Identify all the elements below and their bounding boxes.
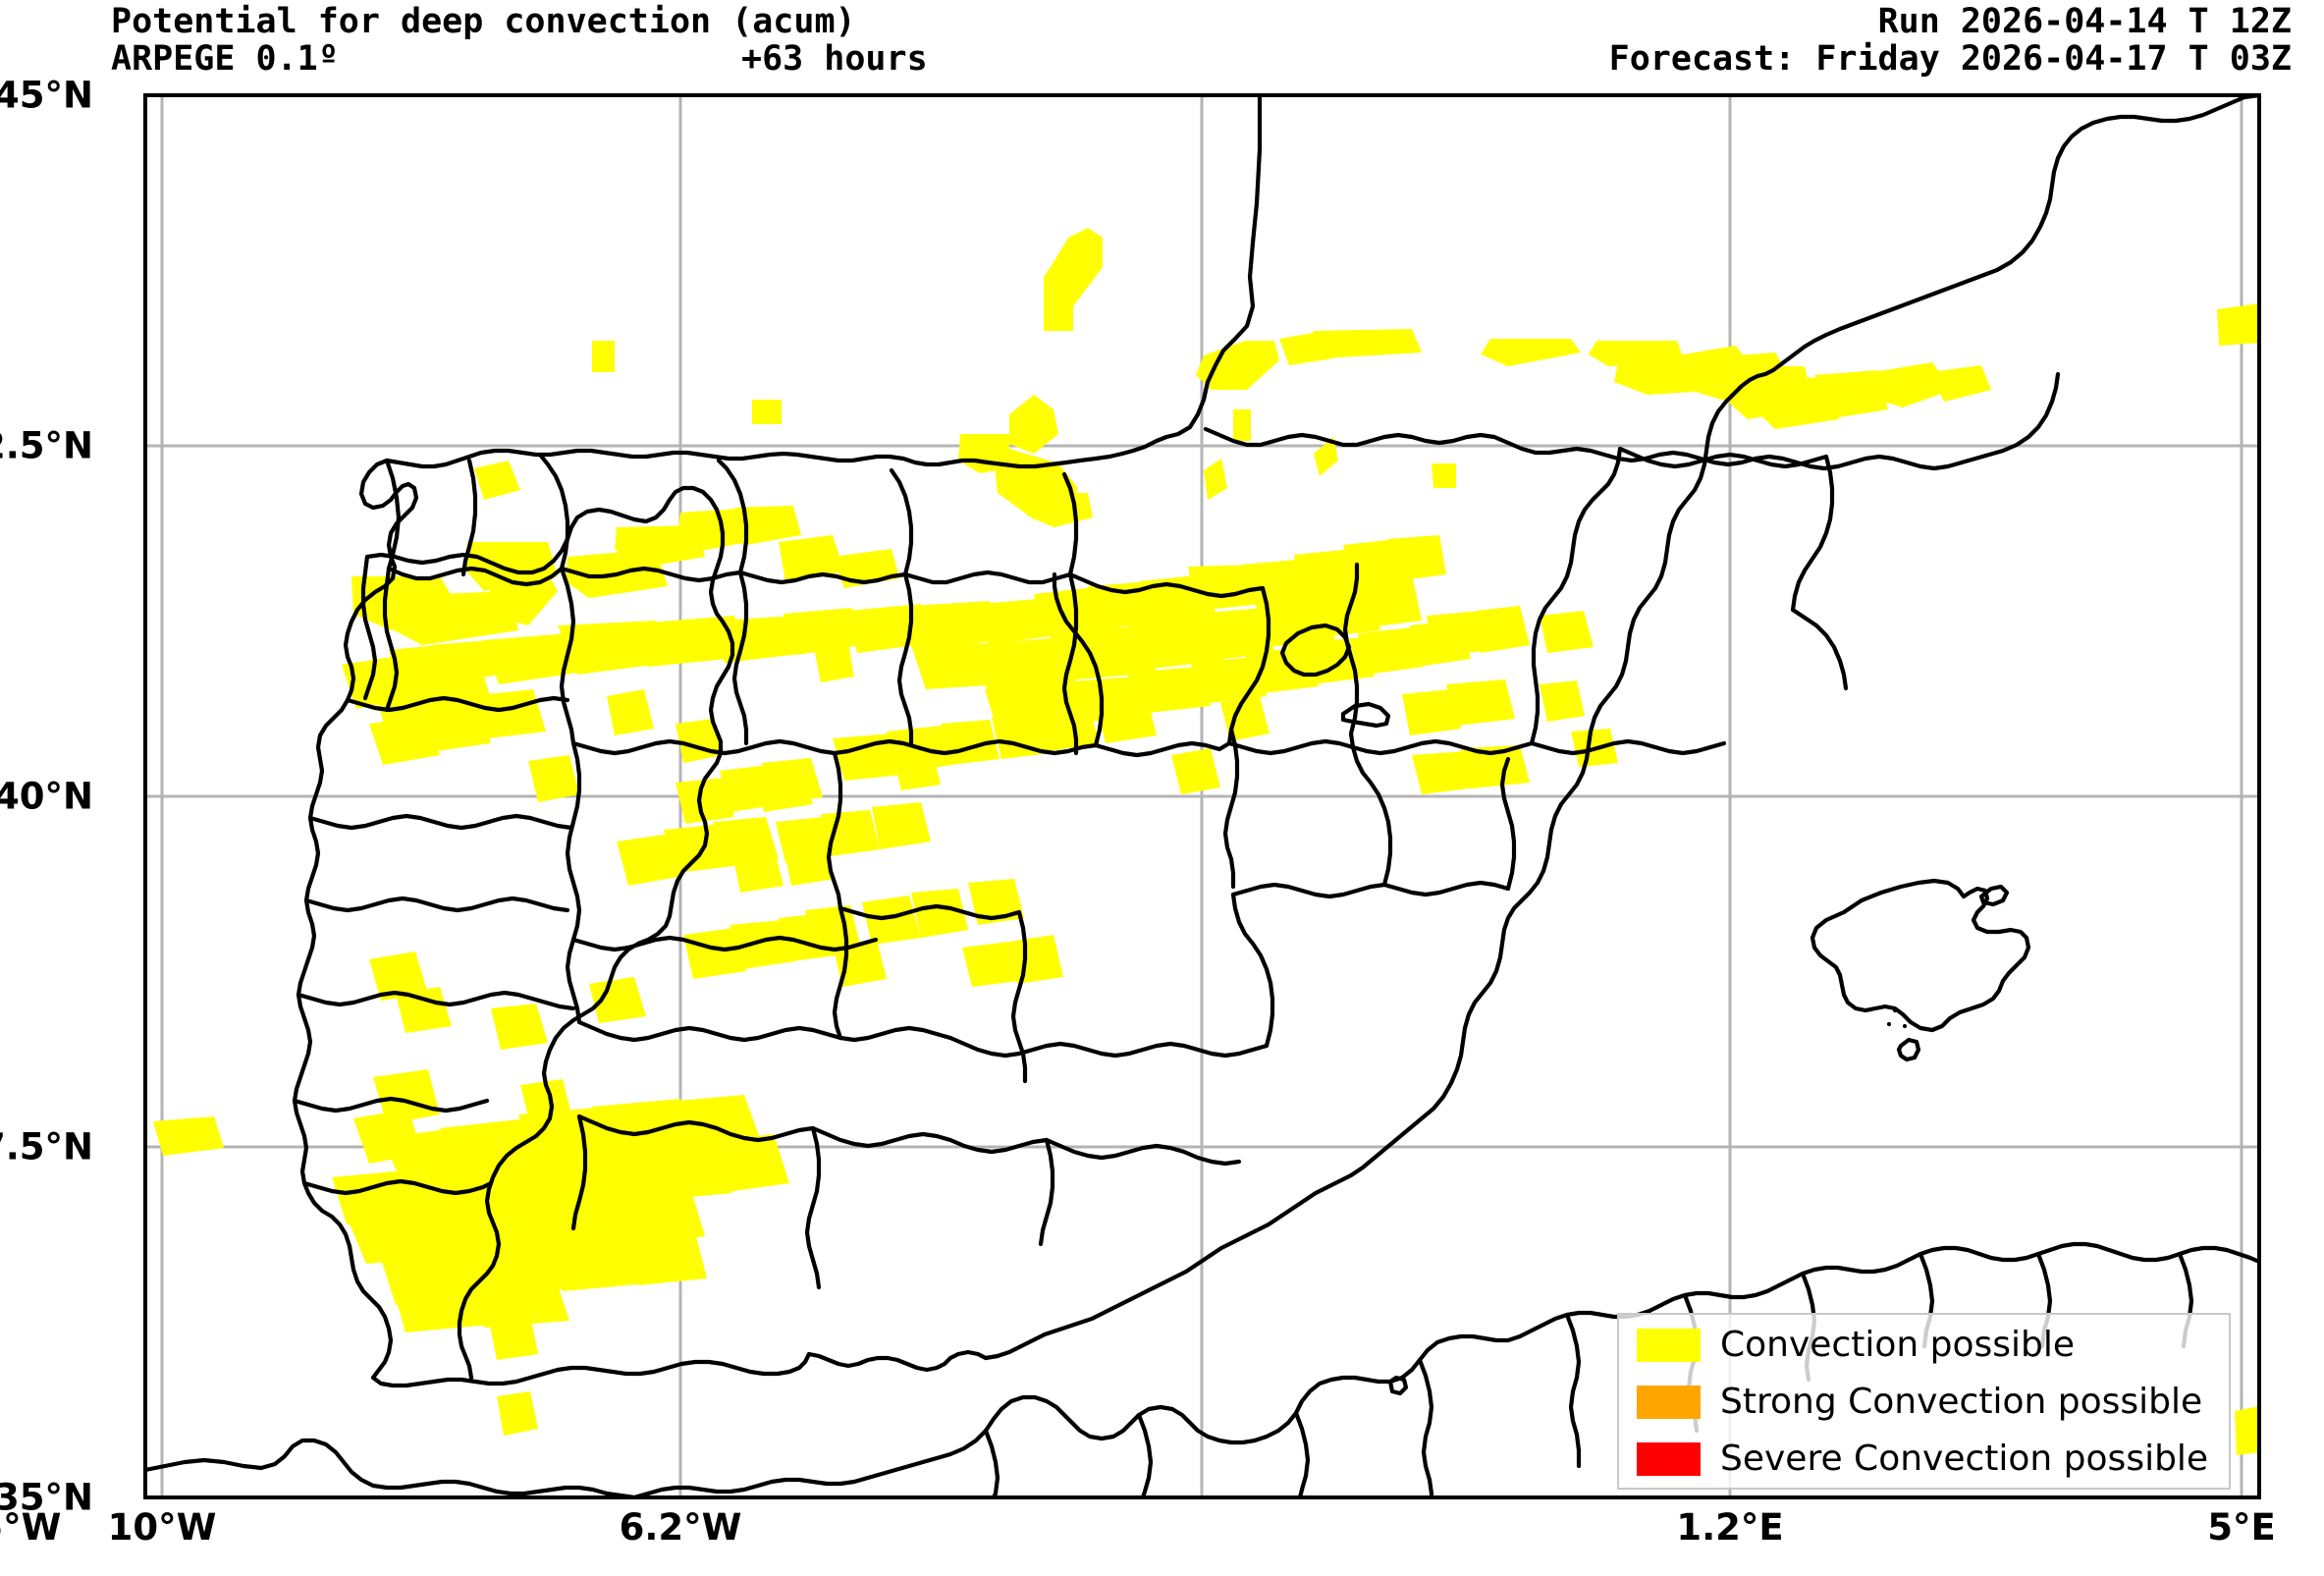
legend-item-convection: Convection possible [1637, 1323, 2075, 1368]
run-time-label: Run 2026-04-14 T 12Z [1877, 2, 2292, 41]
y-tick-1: 42.5°N [0, 424, 93, 467]
page-title: Potential for deep convection (acum) [111, 2, 856, 41]
legend-item-strong-convection: Strong Convection possible [1637, 1380, 2202, 1425]
model-label: ARPEGE 0.1º [111, 39, 339, 79]
y-tick-3: 37.5°N [0, 1125, 93, 1168]
map-canvas [145, 95, 2259, 1497]
legend: Convection possible Strong Convection po… [1617, 1313, 2231, 1490]
x-tick-2: 2.5°W [0, 1506, 62, 1549]
map-boundaries [145, 95, 2259, 1497]
y-tick-4: 35°N [0, 1476, 93, 1519]
lead-time-label: +63 hours [741, 39, 928, 79]
y-tick-0: 45°N [0, 74, 93, 117]
map-plot-area[interactable] [145, 95, 2259, 1497]
y-tick-2: 40°N [0, 775, 93, 818]
legend-item-severe-convection: Severe Convection possible [1637, 1437, 2208, 1482]
legend-label-convection: Convection possible [1720, 1325, 2076, 1365]
legend-swatch-red [1637, 1442, 1701, 1476]
legend-swatch-orange [1637, 1386, 1701, 1419]
x-tick-3: 1.2°E [1676, 1506, 1784, 1549]
x-tick-0: 10°W [107, 1506, 217, 1549]
x-tick-1: 6.2°W [619, 1506, 742, 1549]
convection-possible-areas [153, 228, 2259, 1455]
forecast-time-label: Forecast: Friday 2026-04-17 T 03Z [1608, 39, 2292, 79]
legend-label-strong-convection: Strong Convection possible [1720, 1382, 2203, 1422]
legend-label-severe-convection: Severe Convection possible [1720, 1439, 2209, 1479]
x-tick-4: 5°E [2207, 1506, 2276, 1549]
legend-swatch-yellow [1637, 1329, 1701, 1362]
